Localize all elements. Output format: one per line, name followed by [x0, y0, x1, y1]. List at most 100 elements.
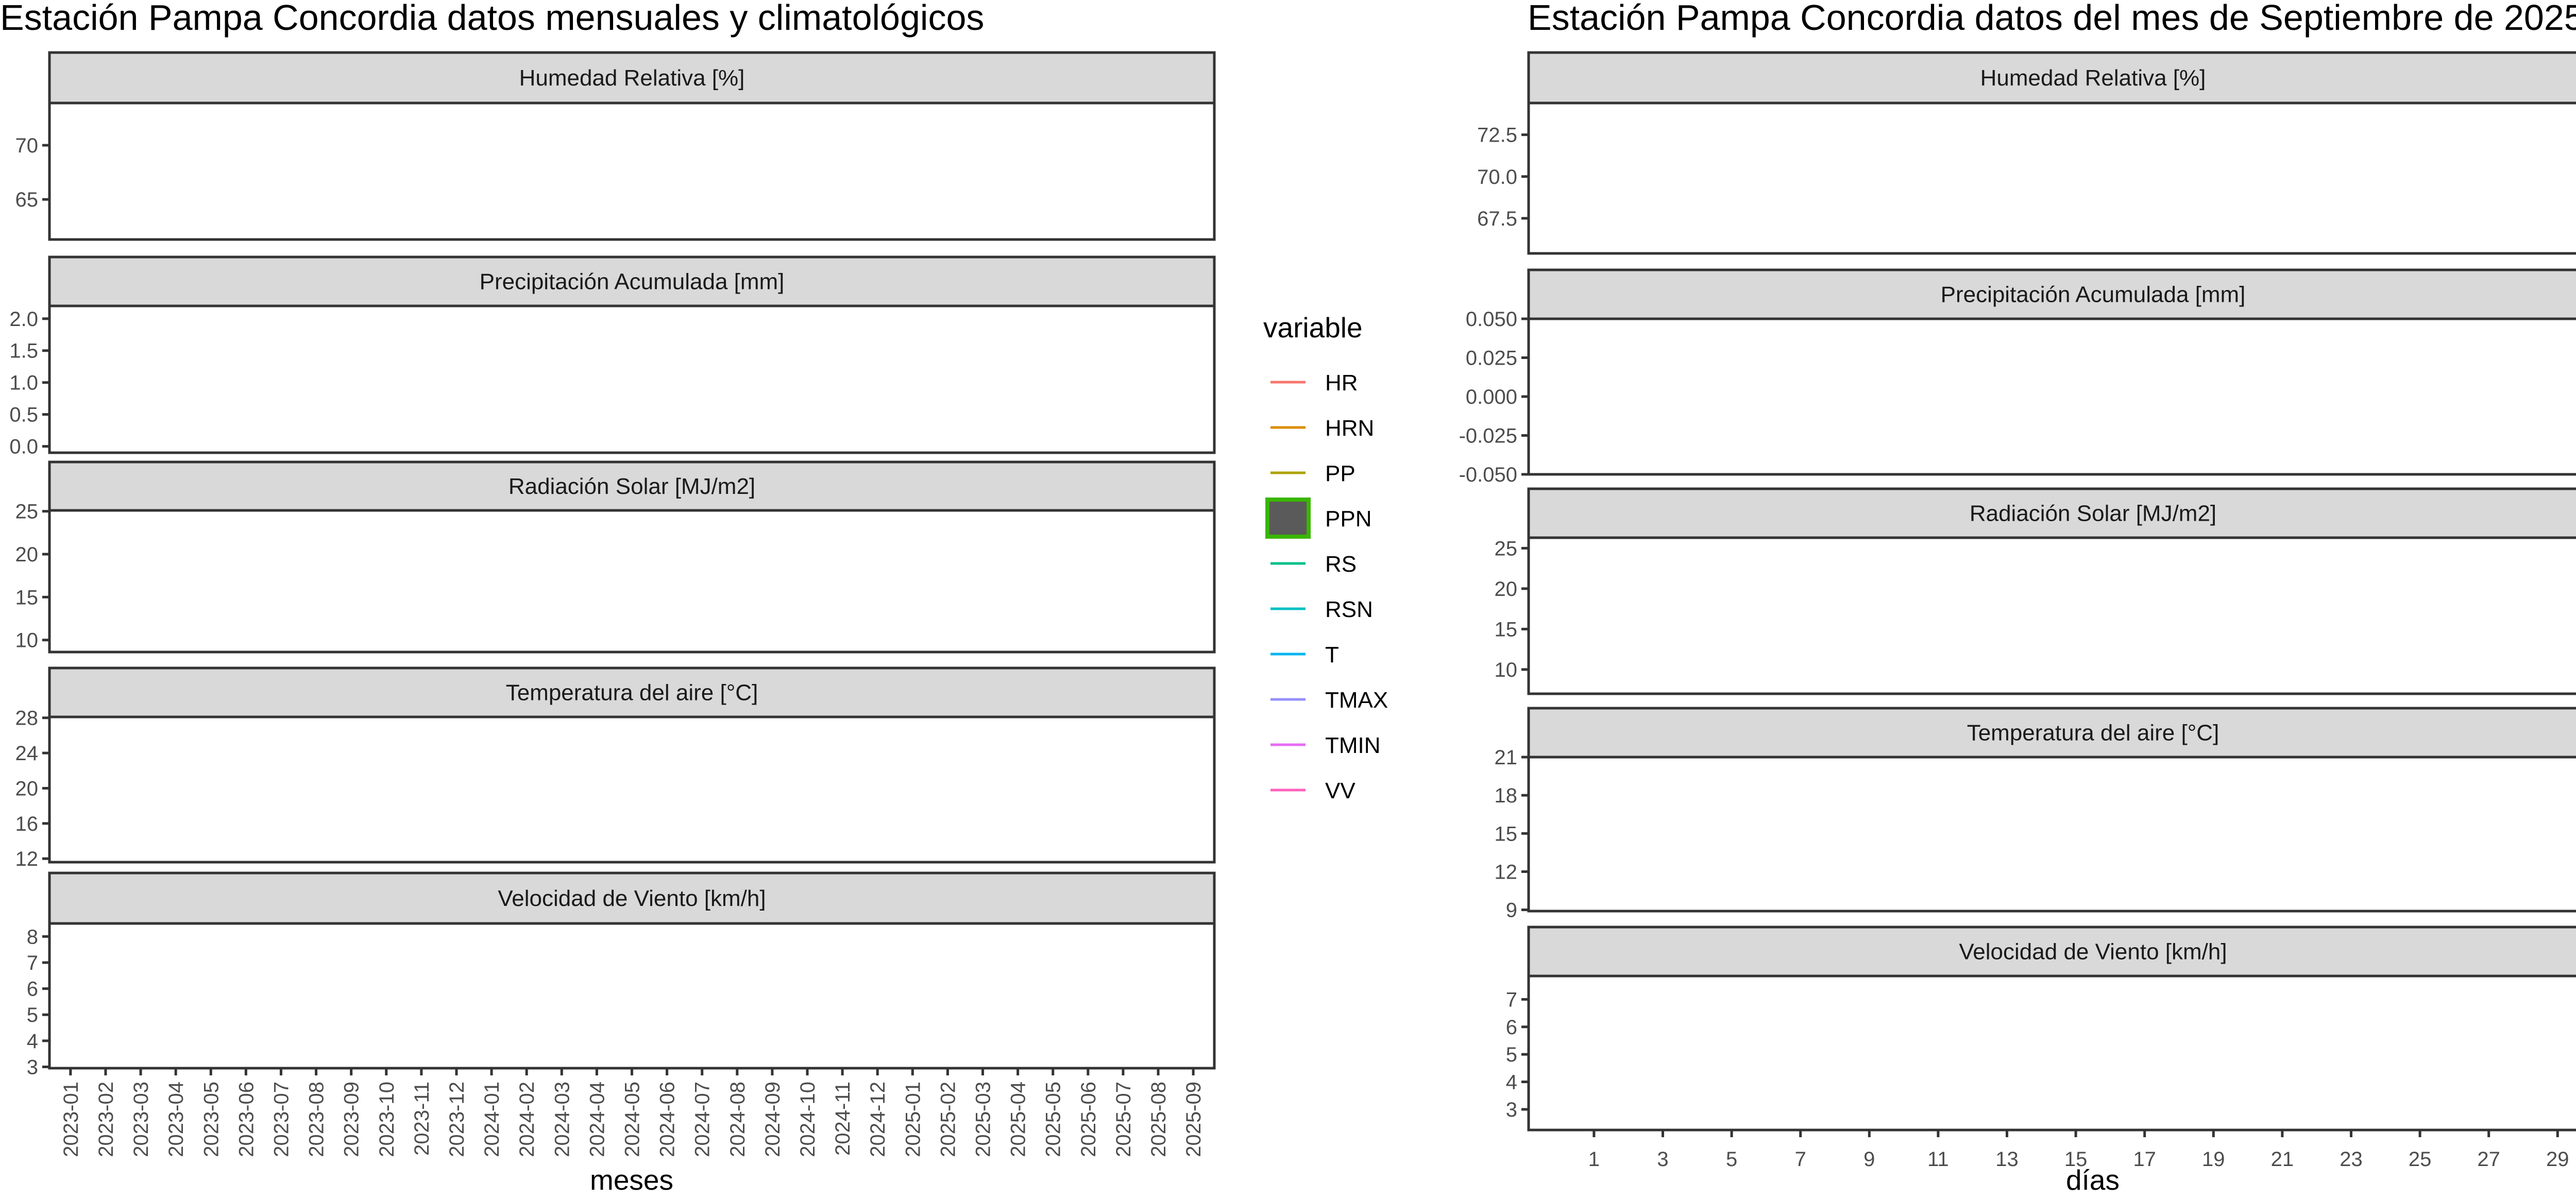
y-tick-label: 6 — [1506, 1016, 1517, 1039]
x-tick-label: 13 — [1995, 1148, 2019, 1171]
facet-panel: Precipitación Acumulada [mm] 0.0 0.5 1.0 1.5… — [9, 255, 1216, 458]
y-tick-label: 20 — [15, 543, 39, 566]
x-tick-label: 2023-02 — [95, 1082, 117, 1157]
legend-item-hrn: HRN — [1270, 416, 1374, 441]
right-chart-title: Estación Pampa Concordia datos del mes d… — [1528, 0, 2576, 38]
facet-panel: Radiación Solar [MJ/m2] 10 15 20 25 — [15, 460, 1216, 654]
y-tick-label: 25 — [1495, 537, 1518, 560]
x-tick-label: 2025-01 — [902, 1082, 924, 1157]
facet-panel: Humedad Relativa [%] 65 70 — [15, 51, 1216, 241]
y-tick-label: 0.050 — [1466, 308, 1517, 331]
x-tick-label: 15 — [2064, 1148, 2088, 1171]
x-tick-label: 2024-11 — [832, 1082, 854, 1156]
y-tick-label: 2.0 — [9, 308, 38, 331]
x-tick-label: 2023-10 — [376, 1082, 398, 1157]
x-tick-label: 2025-08 — [1147, 1082, 1170, 1157]
y-tick-label: 0.5 — [9, 404, 38, 426]
x-tick-label: 2024-02 — [516, 1082, 538, 1157]
facet-strip — [1527, 268, 2576, 320]
x-tick-label: 2025-02 — [937, 1082, 959, 1157]
panel-border — [48, 101, 1216, 241]
x-tick-label: 2024-12 — [867, 1082, 889, 1157]
y-tick-label: 15 — [1495, 618, 1518, 641]
x-tick-label: 17 — [2133, 1148, 2156, 1171]
facet-panel: Velocidad de Viento [km/h] 3 4 5 6 7 8 — [27, 871, 1216, 1078]
left-legend: variable HR HRN PP PPN RS RSN T TMAX TMIN VV — [1263, 312, 1388, 803]
facet-strip-label: Radiación Solar [MJ/m2] — [509, 474, 755, 499]
y-tick-label: 7 — [1506, 988, 1517, 1011]
y-tick-label: -0.025 — [1459, 425, 1517, 448]
legend-label: HR — [1325, 370, 1358, 396]
right-x-axis-title: días — [2066, 1164, 2120, 1196]
legend-label: TMAX — [1325, 688, 1388, 713]
daily-chart: Humedad Relativa [%] 67.5 70.0 72.5 Precipit… — [1459, 51, 2576, 1171]
legend-label: RSN — [1325, 597, 1373, 622]
y-tick-label: 3 — [1506, 1099, 1517, 1121]
legend-item-rs: RS — [1270, 552, 1357, 577]
x-tick-label: 2023-08 — [306, 1082, 328, 1157]
x-tick-label: 2024-07 — [691, 1082, 714, 1157]
x-tick-label: 2023-07 — [270, 1082, 293, 1157]
facet-strip-label: Velocidad de Viento [km/h] — [1959, 939, 2227, 965]
y-tick-label: 12 — [15, 848, 39, 870]
y-tick-label: 70 — [15, 134, 39, 157]
x-tick-label: 2025-03 — [972, 1082, 995, 1157]
y-tick-label: 24 — [15, 742, 39, 765]
x-tick-label: 2024-05 — [621, 1082, 644, 1157]
x-tick-label: 2025-05 — [1042, 1082, 1065, 1157]
x-tick-label: 2024-10 — [796, 1082, 819, 1157]
facet-panel: Velocidad de Viento [km/h] 3 4 5 6 7 — [1506, 926, 2576, 1132]
facet-strip — [48, 460, 1216, 512]
y-tick-label: 10 — [15, 629, 39, 652]
facet-strip-label: Precipitación Acumulada [mm] — [480, 269, 785, 295]
panel-border — [48, 715, 1216, 864]
facet-strip-label: Temperatura del aire [°C] — [1967, 721, 2219, 746]
y-tick-label: 72.5 — [1477, 124, 1517, 147]
facet-strip-label: Humedad Relativa [%] — [1980, 65, 2206, 91]
y-tick-label: 5 — [27, 1004, 38, 1026]
panel-border — [48, 509, 1216, 654]
panel-border — [48, 304, 1216, 454]
x-tick-label: 2024-01 — [481, 1082, 503, 1157]
facet-panel: Humedad Relativa [%] 67.5 70.0 72.5 — [1477, 51, 2576, 255]
x-axis: 1 3 5 7 9 11 13 15 17 19 21 23 25 27 29 — [1588, 1130, 2569, 1171]
x-tick-label: 23 — [2340, 1148, 2363, 1171]
x-tick-label: 25 — [2409, 1148, 2432, 1171]
x-tick-label: 2024-09 — [761, 1082, 784, 1157]
y-tick-label: 0.0 — [9, 436, 38, 458]
x-tick-label: 2023-11 — [411, 1082, 433, 1156]
x-tick-label: 2023-12 — [446, 1082, 468, 1157]
facet-panel: Radiación Solar [MJ/m2] 10 15 20 25 — [1495, 487, 2576, 695]
facet-strip — [48, 666, 1216, 718]
y-tick-label: 1.0 — [9, 372, 38, 395]
y-tick-label: 67.5 — [1477, 208, 1517, 230]
left-x-axis-title: meses — [590, 1164, 673, 1196]
facet-strip — [1527, 926, 2576, 978]
left-chart-title: Estación Pampa Concordia datos mensuales… — [0, 0, 984, 38]
y-tick-label: 70.0 — [1477, 166, 1517, 189]
y-tick-label: 20 — [15, 777, 39, 800]
y-tick-label: 25 — [15, 501, 39, 523]
panel-border — [1527, 317, 2576, 476]
legend-label: TMIN — [1325, 733, 1381, 758]
x-tick-label: 2025-09 — [1182, 1082, 1205, 1157]
facet-strip-label: Temperatura del aire [°C] — [506, 680, 758, 706]
facet-strip — [48, 871, 1216, 925]
y-tick-label: 4 — [27, 1030, 38, 1053]
facet-strip-label: Precipitación Acumulada [mm] — [1941, 282, 2246, 307]
x-tick-label: 2025-04 — [1007, 1082, 1030, 1157]
y-tick-label: 0.000 — [1466, 386, 1517, 408]
y-tick-label: 9 — [1506, 899, 1517, 922]
y-tick-label: 21 — [1495, 746, 1518, 769]
y-tick-label: 8 — [27, 926, 38, 948]
y-tick-label: -0.050 — [1459, 464, 1517, 486]
y-tick-label: 15 — [15, 586, 39, 609]
panel-border — [1527, 756, 2576, 913]
x-tick-label: 2023-09 — [341, 1082, 363, 1157]
facet-strip — [1527, 51, 2576, 105]
x-tick-label: 2023-05 — [200, 1082, 223, 1157]
y-tick-label: 3 — [27, 1056, 38, 1078]
panel-border — [48, 922, 1216, 1070]
